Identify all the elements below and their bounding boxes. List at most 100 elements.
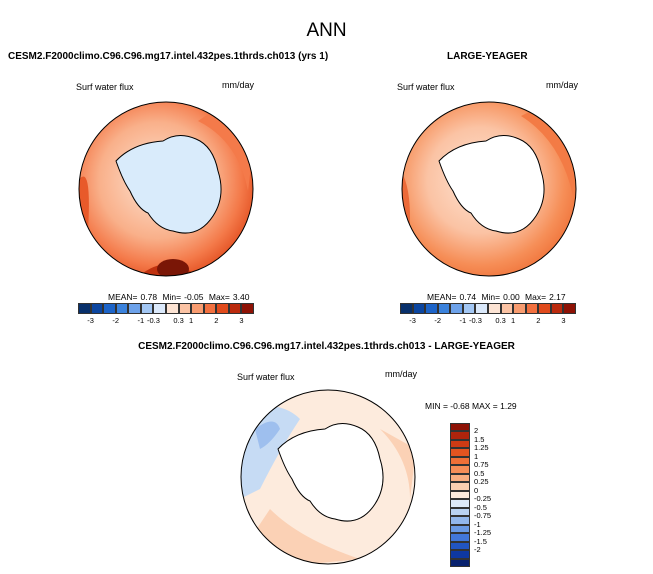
panel3-field-label: Surf water flux bbox=[237, 372, 295, 382]
colorbar-tick-label: -3 bbox=[87, 316, 94, 325]
colorbar-swatch bbox=[487, 303, 501, 314]
colorbar-swatch bbox=[128, 303, 141, 314]
colorbar-swatch bbox=[165, 303, 179, 314]
panel2-colorbar-ticks: -3 -2 -1 -0.3 0.3 1 2 3 bbox=[400, 314, 576, 326]
colorbar-tick-label: 0.5 bbox=[474, 468, 485, 478]
panel1-peak bbox=[157, 259, 189, 276]
colorbar-swatch bbox=[538, 303, 551, 314]
panel2-min-label: Min= bbox=[481, 292, 501, 302]
colorbar-swatch bbox=[241, 303, 254, 314]
panel1-units: mm/day bbox=[222, 80, 255, 90]
colorbar-swatch bbox=[450, 431, 470, 440]
colorbar-swatch bbox=[78, 303, 91, 314]
colorbar-swatch bbox=[450, 303, 463, 314]
colorbar-swatch bbox=[500, 303, 514, 314]
panel2-mean-label: MEAN= bbox=[427, 292, 457, 302]
colorbar-swatch bbox=[400, 303, 413, 314]
colorbar-swatch bbox=[178, 303, 192, 314]
panel2-field-label: Surf water flux bbox=[397, 82, 455, 92]
colorbar-swatch bbox=[450, 456, 470, 466]
colorbar-tick-label: -0.3 bbox=[468, 316, 482, 325]
colorbar-tick-label: 1 bbox=[474, 451, 479, 461]
panel1-min: -0.05 bbox=[184, 292, 204, 302]
panel3-units: mm/day bbox=[385, 369, 418, 379]
panel2-title: LARGE-YEAGER bbox=[447, 51, 528, 62]
main-title: ANN bbox=[306, 20, 347, 41]
panel3-negative-core bbox=[255, 421, 280, 449]
panel1-mean-label: MEAN= bbox=[108, 292, 138, 302]
colorbar-tick-label: 0.3 bbox=[495, 316, 506, 325]
colorbar-swatch bbox=[450, 541, 470, 551]
colorbar-swatch bbox=[450, 533, 470, 542]
colorbar-swatch bbox=[412, 303, 426, 314]
panel3-minmax: MIN = -0.68 MAX = 1.29 bbox=[425, 401, 517, 411]
colorbar-tick-label: 2 bbox=[474, 426, 479, 436]
colorbar-tick-label: 3 bbox=[239, 316, 244, 325]
colorbar-swatch bbox=[450, 473, 470, 483]
panel1-min-label: Min= bbox=[162, 292, 182, 302]
colorbar-swatch bbox=[425, 303, 438, 314]
colorbar-swatch bbox=[103, 303, 116, 314]
panel1-mean: 0.78 bbox=[140, 292, 158, 302]
colorbar-swatch bbox=[140, 303, 154, 314]
colorbar-swatch bbox=[450, 439, 470, 449]
panel3-colorbar-swatches bbox=[450, 423, 510, 567]
colorbar-swatch bbox=[216, 303, 229, 314]
panel2-colorbar: -3 -2 -1 -0.3 0.3 1 2 3 bbox=[400, 303, 576, 327]
colorbar-swatch bbox=[462, 303, 476, 314]
panel3-map-border bbox=[240, 389, 416, 565]
colorbar-swatch bbox=[191, 303, 204, 314]
colorbar-tick-label: -1.25 bbox=[474, 528, 492, 538]
panel2-antarctica-outline bbox=[438, 135, 545, 234]
colorbar-swatch bbox=[450, 465, 470, 474]
panel3-positive-east bbox=[380, 429, 415, 499]
colorbar-swatch bbox=[450, 558, 470, 567]
colorbar-swatch bbox=[450, 550, 470, 559]
colorbar-tick-label: 0.3 bbox=[173, 316, 184, 325]
colorbar-swatch bbox=[450, 507, 470, 517]
colorbar-tick-label: -2 bbox=[474, 545, 481, 555]
colorbar-swatch bbox=[90, 303, 104, 314]
panel3-title: CESM2.F2000climo.C96.C96.mg17.intel.432p… bbox=[138, 341, 515, 352]
panel1-polar-map bbox=[78, 101, 254, 277]
colorbar-swatch bbox=[450, 482, 470, 491]
colorbar-tick-label: -0.75 bbox=[474, 511, 492, 521]
panel1-colorbar: -3 -2 -1 -0.3 0.3 1 2 3 bbox=[78, 303, 254, 327]
panel1-colorbar-swatches bbox=[78, 303, 254, 314]
colorbar-tick-label: 3 bbox=[561, 316, 566, 325]
colorbar-tick-label: 0 bbox=[474, 485, 479, 495]
panel3-polar-map bbox=[240, 389, 416, 565]
colorbar-tick-label: 0.75 bbox=[474, 460, 489, 470]
colorbar-swatch bbox=[550, 303, 564, 314]
colorbar-swatch bbox=[450, 516, 470, 525]
panel1-title: CESM2.F2000climo.C96.C96.mg17.intel.432p… bbox=[8, 51, 329, 62]
colorbar-swatch bbox=[203, 303, 217, 314]
panel3-antarctica-outline bbox=[277, 423, 384, 522]
colorbar-swatch bbox=[475, 303, 488, 314]
colorbar-tick-label: -1 bbox=[137, 316, 145, 325]
colorbar-tick-label: -0.5 bbox=[474, 502, 487, 512]
panel2-colorbar-swatches bbox=[400, 303, 576, 314]
panel3-colorbar: 2 1.5 1.25 1 0.75 0.5 0.25 0 -0.25 -0.5 -0.75 -1 -1.… bbox=[450, 423, 510, 567]
colorbar-tick-label: 1.25 bbox=[474, 443, 489, 453]
panel1-map-border bbox=[78, 101, 254, 277]
colorbar-tick-label: -0.25 bbox=[474, 494, 492, 504]
colorbar-tick-label: -2 bbox=[112, 316, 120, 325]
colorbar-swatch bbox=[513, 303, 526, 314]
colorbar-swatch bbox=[450, 423, 470, 432]
panel1-max-label: Max= bbox=[208, 292, 230, 302]
colorbar-tick-label: 0.25 bbox=[474, 477, 489, 487]
panel1-antarctica-outline bbox=[115, 135, 222, 234]
colorbar-tick-label: -1.5 bbox=[474, 536, 487, 546]
panel1-west-band bbox=[79, 176, 89, 251]
colorbar-tick-label: -1 bbox=[474, 519, 481, 529]
colorbar-tick-label: 2 bbox=[214, 316, 219, 325]
panel2-mean: 0.74 bbox=[459, 292, 477, 302]
colorbar-swatch bbox=[450, 490, 470, 500]
panel1-colorbar-ticks: -3 -2 -1 -0.3 0.3 1 2 3 bbox=[78, 314, 254, 326]
panel2-max-label: Max= bbox=[525, 292, 547, 302]
colorbar-tick-label: -2 bbox=[434, 316, 442, 325]
panel2-units: mm/day bbox=[546, 80, 579, 90]
colorbar-tick-label: 1.5 bbox=[474, 434, 485, 444]
panel2-min: 0.00 bbox=[503, 292, 520, 302]
